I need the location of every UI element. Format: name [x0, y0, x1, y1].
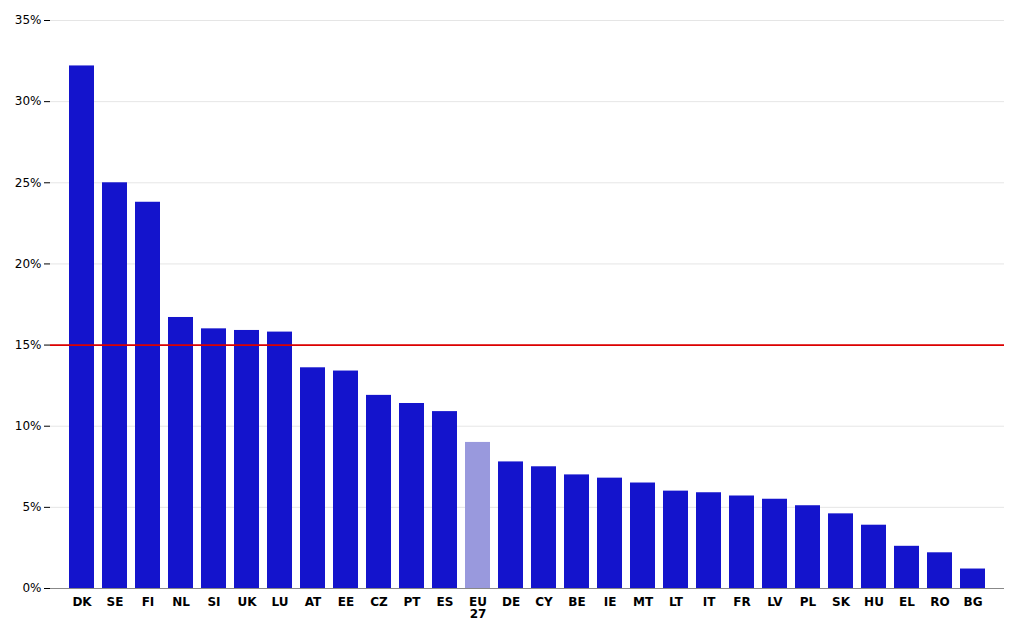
svg-text:IT: IT — [703, 595, 716, 609]
svg-text:30%: 30% — [15, 94, 42, 108]
svg-text:25%: 25% — [15, 176, 42, 190]
svg-text:EU27: EU27 — [469, 595, 487, 621]
svg-text:PT: PT — [404, 595, 422, 609]
svg-text:AT: AT — [305, 595, 322, 609]
svg-text:15%: 15% — [15, 338, 42, 352]
svg-text:LV: LV — [767, 595, 783, 609]
svg-text:CY: CY — [535, 595, 553, 609]
svg-text:NL: NL — [172, 595, 190, 609]
svg-text:FI: FI — [142, 595, 155, 609]
svg-text:BE: BE — [568, 595, 585, 609]
svg-text:IE: IE — [604, 595, 617, 609]
svg-text:SE: SE — [107, 595, 124, 609]
svg-text:EL: EL — [899, 595, 915, 609]
svg-text:LT: LT — [669, 595, 684, 609]
svg-text:RO: RO — [930, 595, 949, 609]
svg-text:HU: HU — [864, 595, 884, 609]
svg-text:0%: 0% — [22, 581, 41, 595]
svg-text:BG: BG — [964, 595, 983, 609]
svg-text:ES: ES — [437, 595, 454, 609]
svg-text:DE: DE — [502, 595, 520, 609]
svg-text:LU: LU — [272, 595, 289, 609]
svg-text:20%: 20% — [15, 257, 42, 271]
svg-text:PL: PL — [800, 595, 817, 609]
svg-text:UK: UK — [237, 595, 257, 609]
svg-text:DK: DK — [72, 595, 92, 609]
svg-text:MT: MT — [633, 595, 654, 609]
svg-text:FR: FR — [733, 595, 750, 609]
svg-text:10%: 10% — [15, 419, 42, 433]
svg-text:35%: 35% — [15, 13, 42, 27]
svg-text:SI: SI — [207, 595, 220, 609]
svg-text:SK: SK — [832, 595, 851, 609]
svg-text:CZ: CZ — [370, 595, 388, 609]
svg-text:EE: EE — [338, 595, 354, 609]
svg-text:5%: 5% — [22, 500, 41, 514]
